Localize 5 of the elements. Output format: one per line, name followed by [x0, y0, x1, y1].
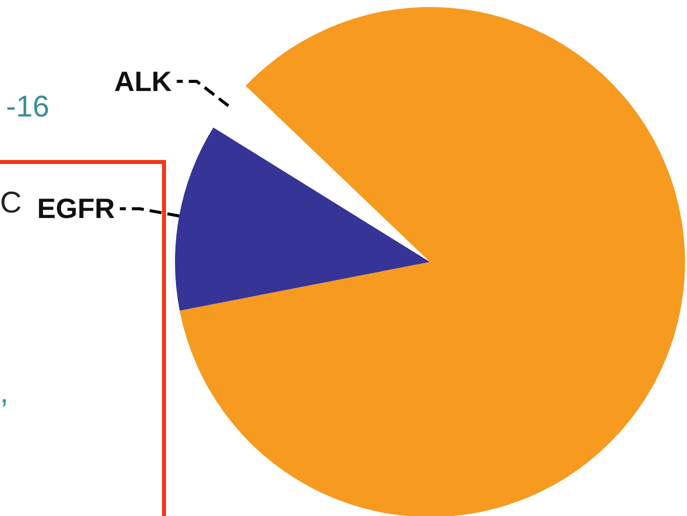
- slice-label: EGFR: [37, 193, 115, 224]
- slice-label: ALK: [114, 66, 172, 97]
- text: -16: [6, 90, 50, 124]
- text: ,: [0, 376, 8, 410]
- text: C: [0, 186, 22, 220]
